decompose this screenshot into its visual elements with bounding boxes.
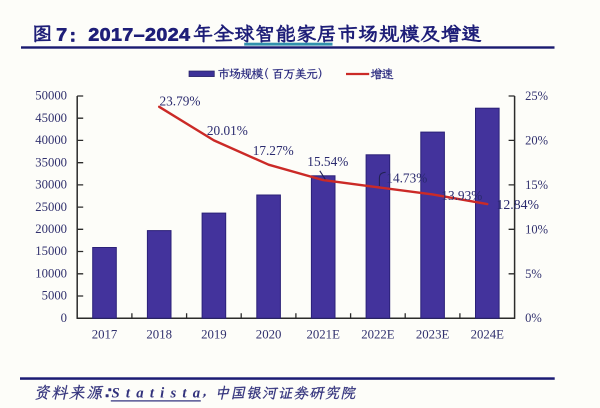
svg-text:45000: 45000 bbox=[35, 111, 67, 125]
svg-text:50000: 50000 bbox=[35, 89, 67, 103]
svg-text:2021E: 2021E bbox=[306, 327, 340, 341]
svg-text:15%: 15% bbox=[525, 178, 548, 192]
svg-text:10%: 10% bbox=[525, 222, 548, 236]
svg-text:15000: 15000 bbox=[35, 244, 67, 258]
svg-text:12.84%: 12.84% bbox=[497, 197, 540, 212]
svg-text:25000: 25000 bbox=[35, 200, 67, 214]
svg-text:2017: 2017 bbox=[92, 327, 118, 341]
svg-text:5000: 5000 bbox=[42, 289, 67, 303]
svg-text:25%: 25% bbox=[525, 89, 548, 103]
svg-text:2018: 2018 bbox=[146, 327, 172, 341]
svg-text:23.79%: 23.79% bbox=[160, 93, 201, 108]
svg-text:13.93%: 13.93% bbox=[441, 188, 482, 203]
svg-text:2024E: 2024E bbox=[471, 327, 505, 341]
svg-text:20%: 20% bbox=[525, 133, 548, 147]
svg-text:2020: 2020 bbox=[256, 327, 282, 341]
svg-text:0: 0 bbox=[61, 311, 67, 325]
svg-text:35000: 35000 bbox=[35, 155, 67, 169]
svg-text:15.54%: 15.54% bbox=[307, 154, 348, 169]
svg-text:14.73%: 14.73% bbox=[386, 170, 427, 185]
svg-text:2022E: 2022E bbox=[361, 327, 395, 341]
svg-text:Statista: Statista bbox=[112, 386, 207, 402]
svg-text:20000: 20000 bbox=[35, 222, 67, 236]
svg-text:40000: 40000 bbox=[35, 133, 67, 147]
svg-text:30000: 30000 bbox=[35, 178, 67, 192]
svg-text:2023E: 2023E bbox=[416, 327, 450, 341]
svg-text:20.01%: 20.01% bbox=[207, 123, 248, 138]
svg-text:0%: 0% bbox=[525, 311, 542, 325]
svg-text:10000: 10000 bbox=[35, 266, 67, 280]
svg-text:5%: 5% bbox=[525, 267, 542, 281]
svg-text:2019: 2019 bbox=[201, 327, 227, 341]
svg-text:17.27%: 17.27% bbox=[253, 143, 294, 158]
